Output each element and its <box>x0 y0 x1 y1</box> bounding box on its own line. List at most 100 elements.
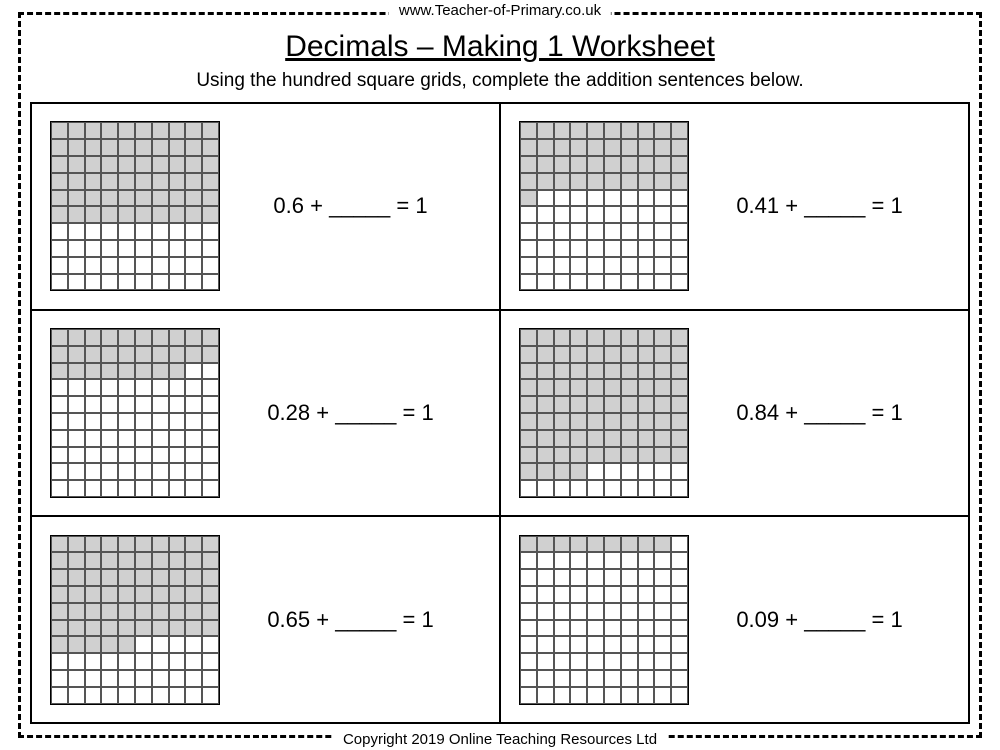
grid-square <box>51 447 68 464</box>
grid-square-shaded <box>101 569 118 586</box>
grid-square-shaded <box>152 156 169 173</box>
grid-square <box>68 223 85 240</box>
grid-square-shaded <box>118 536 135 553</box>
grid-square-shaded <box>587 122 604 139</box>
grid-square <box>537 552 554 569</box>
grid-square <box>638 620 655 637</box>
grid-square-shaded <box>587 156 604 173</box>
grid-square <box>537 653 554 670</box>
grid-square-shaded <box>570 363 587 380</box>
grid-square-shaded <box>638 536 655 553</box>
grid-square-shaded <box>202 552 219 569</box>
grid-square <box>671 257 688 274</box>
grid-square <box>638 463 655 480</box>
grid-square <box>152 653 169 670</box>
grid-square-shaded <box>169 190 186 207</box>
grid-square-shaded <box>101 190 118 207</box>
grid-square-shaded <box>185 139 202 156</box>
grid-square <box>152 463 169 480</box>
grid-square <box>554 223 571 240</box>
grid-square-shaded <box>621 536 638 553</box>
grid-square <box>101 653 118 670</box>
grid-square <box>101 687 118 704</box>
hundred-square-grid <box>519 535 689 705</box>
grid-square-shaded <box>520 173 537 190</box>
grid-square <box>671 190 688 207</box>
grid-square <box>51 653 68 670</box>
grid-square <box>185 636 202 653</box>
grid-square <box>621 653 638 670</box>
grid-square <box>621 603 638 620</box>
grid-square-shaded <box>135 552 152 569</box>
grid-square <box>68 379 85 396</box>
grid-square <box>621 552 638 569</box>
grid-square <box>587 569 604 586</box>
grid-square <box>520 620 537 637</box>
grid-square <box>135 223 152 240</box>
grid-square-shaded <box>587 413 604 430</box>
grid-square <box>101 447 118 464</box>
grid-square-shaded <box>570 329 587 346</box>
grid-square <box>118 430 135 447</box>
grid-square-shaded <box>202 206 219 223</box>
grid-square-shaded <box>638 447 655 464</box>
grid-square <box>537 257 554 274</box>
hundred-square-grid <box>519 121 689 291</box>
grid-square <box>520 480 537 497</box>
grid-square-shaded <box>185 620 202 637</box>
grid-square <box>135 396 152 413</box>
grid-square-shaded <box>135 603 152 620</box>
grid-square-shaded <box>202 329 219 346</box>
grid-square-shaded <box>554 139 571 156</box>
grid-square-shaded <box>202 122 219 139</box>
grid-square <box>570 274 587 291</box>
grid-square <box>671 670 688 687</box>
grid-square <box>169 430 186 447</box>
grid-square <box>85 274 102 291</box>
grid-square <box>554 190 571 207</box>
grid-square <box>520 240 537 257</box>
grid-square <box>202 653 219 670</box>
grid-square-shaded <box>68 586 85 603</box>
grid-square-shaded <box>570 156 587 173</box>
grid-square-shaded <box>51 586 68 603</box>
grid-square <box>169 670 186 687</box>
grid-square <box>169 223 186 240</box>
grid-square-shaded <box>185 206 202 223</box>
grid-square <box>68 413 85 430</box>
grid-square-shaded <box>51 139 68 156</box>
grid-square-shaded <box>520 430 537 447</box>
grid-square <box>185 257 202 274</box>
grid-square-shaded <box>51 552 68 569</box>
grid-square-shaded <box>604 122 621 139</box>
grid-square <box>604 653 621 670</box>
grid-square <box>638 586 655 603</box>
grid-square <box>621 257 638 274</box>
grid-square-shaded <box>587 430 604 447</box>
grid-square-shaded <box>604 536 621 553</box>
grid-square <box>202 463 219 480</box>
grid-square <box>604 552 621 569</box>
grid-square <box>520 206 537 223</box>
grid-square <box>135 413 152 430</box>
grid-square-shaded <box>118 603 135 620</box>
grid-square-shaded <box>537 329 554 346</box>
hundred-square-grid <box>50 535 220 705</box>
grid-square <box>169 379 186 396</box>
grid-square <box>638 603 655 620</box>
grid-square <box>570 552 587 569</box>
grid-square <box>152 240 169 257</box>
problem-cell: 0.6 + _____ = 1 <box>31 103 500 310</box>
grid-square-shaded <box>68 206 85 223</box>
grid-square-shaded <box>85 206 102 223</box>
grid-square <box>152 257 169 274</box>
grid-square-shaded <box>587 173 604 190</box>
grid-square-shaded <box>51 156 68 173</box>
grid-square <box>118 379 135 396</box>
grid-square <box>51 413 68 430</box>
grid-square <box>135 480 152 497</box>
grid-square-shaded <box>587 346 604 363</box>
grid-square-shaded <box>587 396 604 413</box>
hundred-square-grid <box>519 328 689 498</box>
grid-square <box>537 190 554 207</box>
